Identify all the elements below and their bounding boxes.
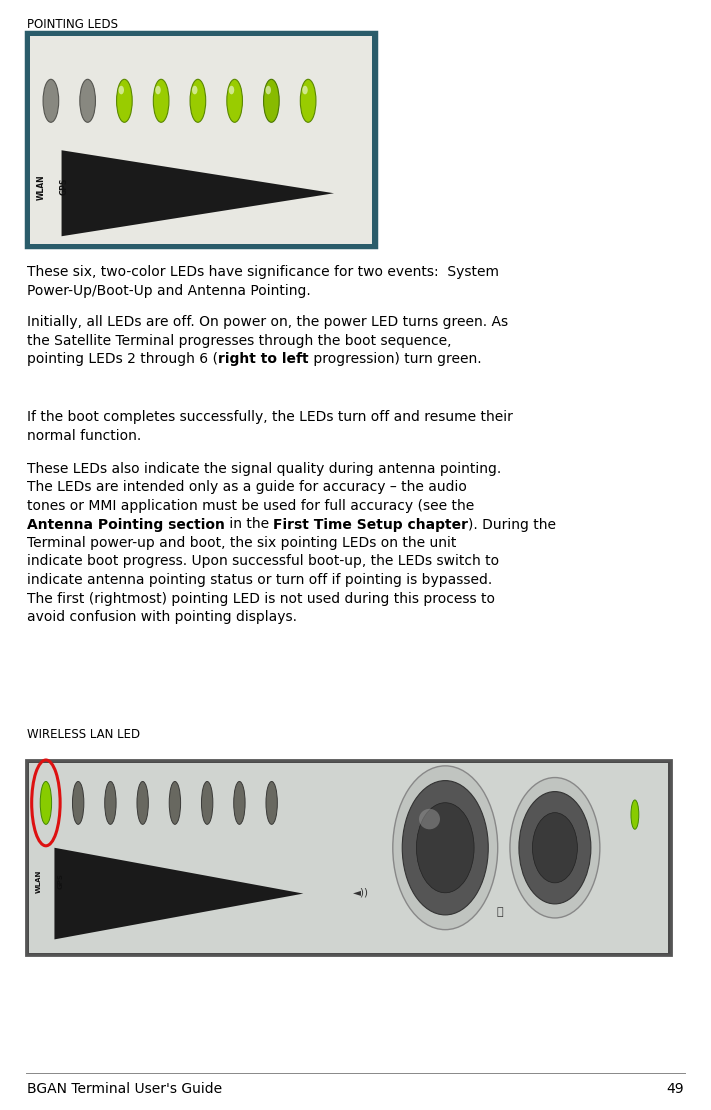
- Ellipse shape: [43, 79, 59, 122]
- Text: The first (rightmost) pointing LED is not used during this process to: The first (rightmost) pointing LED is no…: [27, 592, 495, 605]
- Ellipse shape: [234, 781, 245, 825]
- Ellipse shape: [190, 79, 205, 122]
- Text: WLAN: WLAN: [36, 869, 42, 892]
- Text: If the boot completes successfully, the LEDs turn off and resume their: If the boot completes successfully, the …: [27, 410, 513, 424]
- Ellipse shape: [155, 85, 161, 94]
- Text: normal function.: normal function.: [27, 428, 141, 443]
- Ellipse shape: [154, 79, 169, 122]
- Circle shape: [392, 766, 498, 930]
- Ellipse shape: [73, 781, 84, 825]
- Text: indicate antenna pointing status or turn off if pointing is bypassed.: indicate antenna pointing status or turn…: [27, 573, 492, 587]
- Circle shape: [519, 791, 591, 904]
- Ellipse shape: [117, 79, 132, 122]
- Text: GPS: GPS: [60, 178, 69, 195]
- Text: the Satellite Terminal progresses through the boot sequence,: the Satellite Terminal progresses throug…: [27, 333, 451, 347]
- Text: indicate boot progress. Upon successful boot-up, the LEDs switch to: indicate boot progress. Upon successful …: [27, 555, 499, 568]
- Ellipse shape: [80, 79, 95, 122]
- Text: Initially, all LEDs are off. On power on, the power LED turns green. As: Initially, all LEDs are off. On power on…: [27, 315, 508, 329]
- Text: Power-Up/Boot-Up and Antenna Pointing.: Power-Up/Boot-Up and Antenna Pointing.: [27, 283, 311, 297]
- Circle shape: [402, 780, 488, 915]
- Text: right to left: right to left: [218, 352, 309, 366]
- Ellipse shape: [266, 781, 277, 825]
- Text: pointing LEDs 2 through 6 (: pointing LEDs 2 through 6 (: [27, 352, 218, 366]
- FancyBboxPatch shape: [26, 32, 376, 248]
- Text: WIRELESS LAN LED: WIRELESS LAN LED: [27, 728, 140, 741]
- Polygon shape: [55, 848, 304, 939]
- Text: These LEDs also indicate the signal quality during antenna pointing.: These LEDs also indicate the signal qual…: [27, 462, 501, 476]
- Ellipse shape: [137, 781, 149, 825]
- Text: ◄)): ◄)): [353, 888, 370, 898]
- Ellipse shape: [300, 79, 316, 122]
- Text: The LEDs are intended only as a guide for accuracy – the audio: The LEDs are intended only as a guide fo…: [27, 481, 467, 494]
- Ellipse shape: [169, 781, 181, 825]
- FancyBboxPatch shape: [26, 760, 671, 955]
- Text: 49: 49: [666, 1082, 684, 1096]
- Ellipse shape: [229, 85, 234, 94]
- Ellipse shape: [192, 85, 198, 94]
- FancyBboxPatch shape: [29, 763, 668, 953]
- Text: WLAN: WLAN: [37, 174, 46, 200]
- Text: GPS: GPS: [57, 872, 63, 889]
- Circle shape: [510, 777, 600, 918]
- Ellipse shape: [419, 809, 440, 829]
- Text: in the: in the: [225, 517, 273, 532]
- Circle shape: [533, 813, 577, 882]
- Ellipse shape: [41, 781, 52, 825]
- Ellipse shape: [631, 800, 638, 829]
- Text: BGAN Terminal User's Guide: BGAN Terminal User's Guide: [27, 1082, 222, 1096]
- Circle shape: [417, 803, 474, 892]
- Ellipse shape: [264, 79, 279, 122]
- Polygon shape: [62, 150, 334, 236]
- Text: tones or MMI application must be used for full accuracy (see the: tones or MMI application must be used fo…: [27, 500, 474, 513]
- Ellipse shape: [201, 781, 213, 825]
- Ellipse shape: [265, 85, 271, 94]
- Ellipse shape: [105, 781, 116, 825]
- Text: ⏻: ⏻: [497, 907, 503, 917]
- Ellipse shape: [227, 79, 242, 122]
- Text: First Time Setup chapter: First Time Setup chapter: [273, 517, 469, 532]
- Text: Antenna Pointing section: Antenna Pointing section: [27, 517, 225, 532]
- Text: progression) turn green.: progression) turn green.: [309, 352, 481, 366]
- Ellipse shape: [302, 85, 308, 94]
- Text: Terminal power-up and boot, the six pointing LEDs on the unit: Terminal power-up and boot, the six poin…: [27, 536, 456, 549]
- Text: These six, two-color LEDs have significance for two events:  System: These six, two-color LEDs have significa…: [27, 265, 499, 279]
- Ellipse shape: [119, 85, 124, 94]
- Text: avoid confusion with pointing displays.: avoid confusion with pointing displays.: [27, 610, 297, 624]
- Text: ). During the: ). During the: [469, 517, 557, 532]
- FancyBboxPatch shape: [30, 36, 373, 244]
- Text: POINTING LEDS: POINTING LEDS: [27, 18, 118, 31]
